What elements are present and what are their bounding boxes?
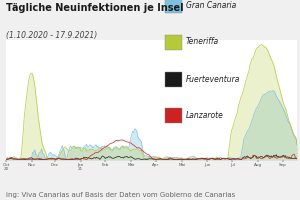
Text: ing: Viva Canarias auf Basis der Daten vom Gobierno de Canarias: ing: Viva Canarias auf Basis der Daten v… [6,192,235,198]
Text: Gran Canaria: Gran Canaria [186,0,236,9]
Text: Fuerteventura: Fuerteventura [186,74,240,84]
Text: (1.10.2020 - 17.9.2021): (1.10.2020 - 17.9.2021) [6,31,97,40]
Text: Teneriffa: Teneriffa [186,38,219,46]
Text: Lanzarote: Lanzarote [186,111,224,120]
Text: Tägliche Neuinfektionen je Insel: Tägliche Neuinfektionen je Insel [6,3,184,13]
